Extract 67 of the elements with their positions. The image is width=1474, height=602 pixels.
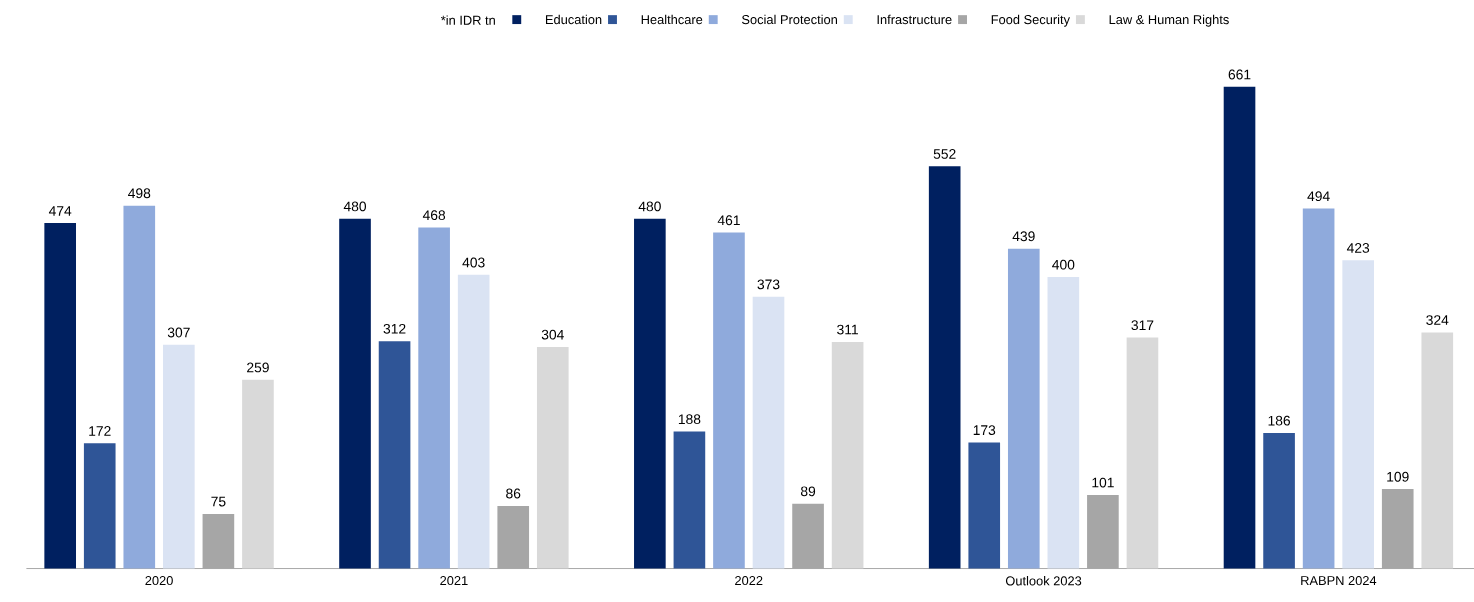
data-label: 461 [717, 215, 740, 226]
data-label: 172 [89, 426, 111, 436]
data-label: 188 [678, 414, 701, 425]
bar [928, 166, 961, 569]
bar [378, 341, 411, 569]
bar [163, 344, 195, 569]
legend-label: Education [545, 14, 602, 25]
data-label: 317 [1131, 320, 1154, 331]
bar [634, 218, 666, 569]
data-label: 101 [1092, 477, 1114, 488]
x-tick-label: 2020 [145, 575, 173, 586]
bar [713, 232, 745, 569]
bar [44, 223, 76, 569]
data-label: 468 [422, 210, 446, 220]
data-label: 498 [128, 188, 151, 199]
legend-label: Infrastructure [877, 14, 952, 25]
data-label: 480 [638, 201, 661, 212]
data-label: 400 [1052, 259, 1075, 270]
x-tick-label: 2022 [735, 575, 763, 586]
bar [1007, 248, 1040, 569]
bar [83, 443, 116, 569]
legend-label: Healthcare [641, 14, 703, 25]
bar [418, 227, 450, 569]
bar [1047, 276, 1080, 569]
data-label: 474 [48, 206, 72, 216]
bar [831, 341, 864, 569]
bar [339, 218, 371, 569]
bar [242, 379, 274, 569]
bar [1342, 260, 1374, 569]
data-label: 552 [933, 148, 956, 159]
x-tick-label: 2021 [440, 575, 468, 586]
bar [1421, 332, 1454, 569]
data-label: 494 [1307, 191, 1330, 202]
data-label: 259 [247, 362, 269, 373]
data-label: 403 [462, 257, 485, 268]
data-label: 304 [541, 329, 564, 340]
bar [1126, 337, 1159, 569]
bar [457, 274, 490, 569]
legend-label: Law & Human Rights [1109, 14, 1229, 27]
legend-label: Social Protection [741, 14, 837, 25]
x-tick-label: Outlook 2023 [1005, 575, 1082, 586]
bar [123, 205, 156, 569]
bar [1263, 432, 1295, 569]
data-label: 661 [1228, 69, 1251, 80]
data-label: 324 [1426, 315, 1449, 325]
data-label: 423 [1346, 242, 1370, 253]
data-label: 109 [1387, 471, 1409, 482]
legend-label: Food Security [991, 14, 1070, 27]
data-label: 312 [383, 323, 406, 334]
data-label: 89 [800, 486, 816, 497]
bar [536, 346, 569, 569]
data-label: 373 [757, 279, 780, 290]
data-label: 480 [343, 201, 367, 212]
bar [1302, 208, 1335, 569]
bar [752, 296, 785, 569]
bar [673, 431, 706, 569]
data-label: 86 [506, 488, 521, 499]
data-label: 307 [167, 327, 190, 338]
data-label: 311 [837, 324, 858, 335]
bar [1223, 86, 1256, 569]
text: *in IDR tn [440, 15, 495, 25]
data-label: 186 [1268, 415, 1291, 426]
data-label: 439 [1012, 231, 1035, 242]
data-label: 75 [211, 496, 226, 507]
x-tick-label: RABPN 2024 [1301, 575, 1377, 586]
bar [968, 442, 1001, 569]
data-label: 173 [973, 425, 996, 435]
